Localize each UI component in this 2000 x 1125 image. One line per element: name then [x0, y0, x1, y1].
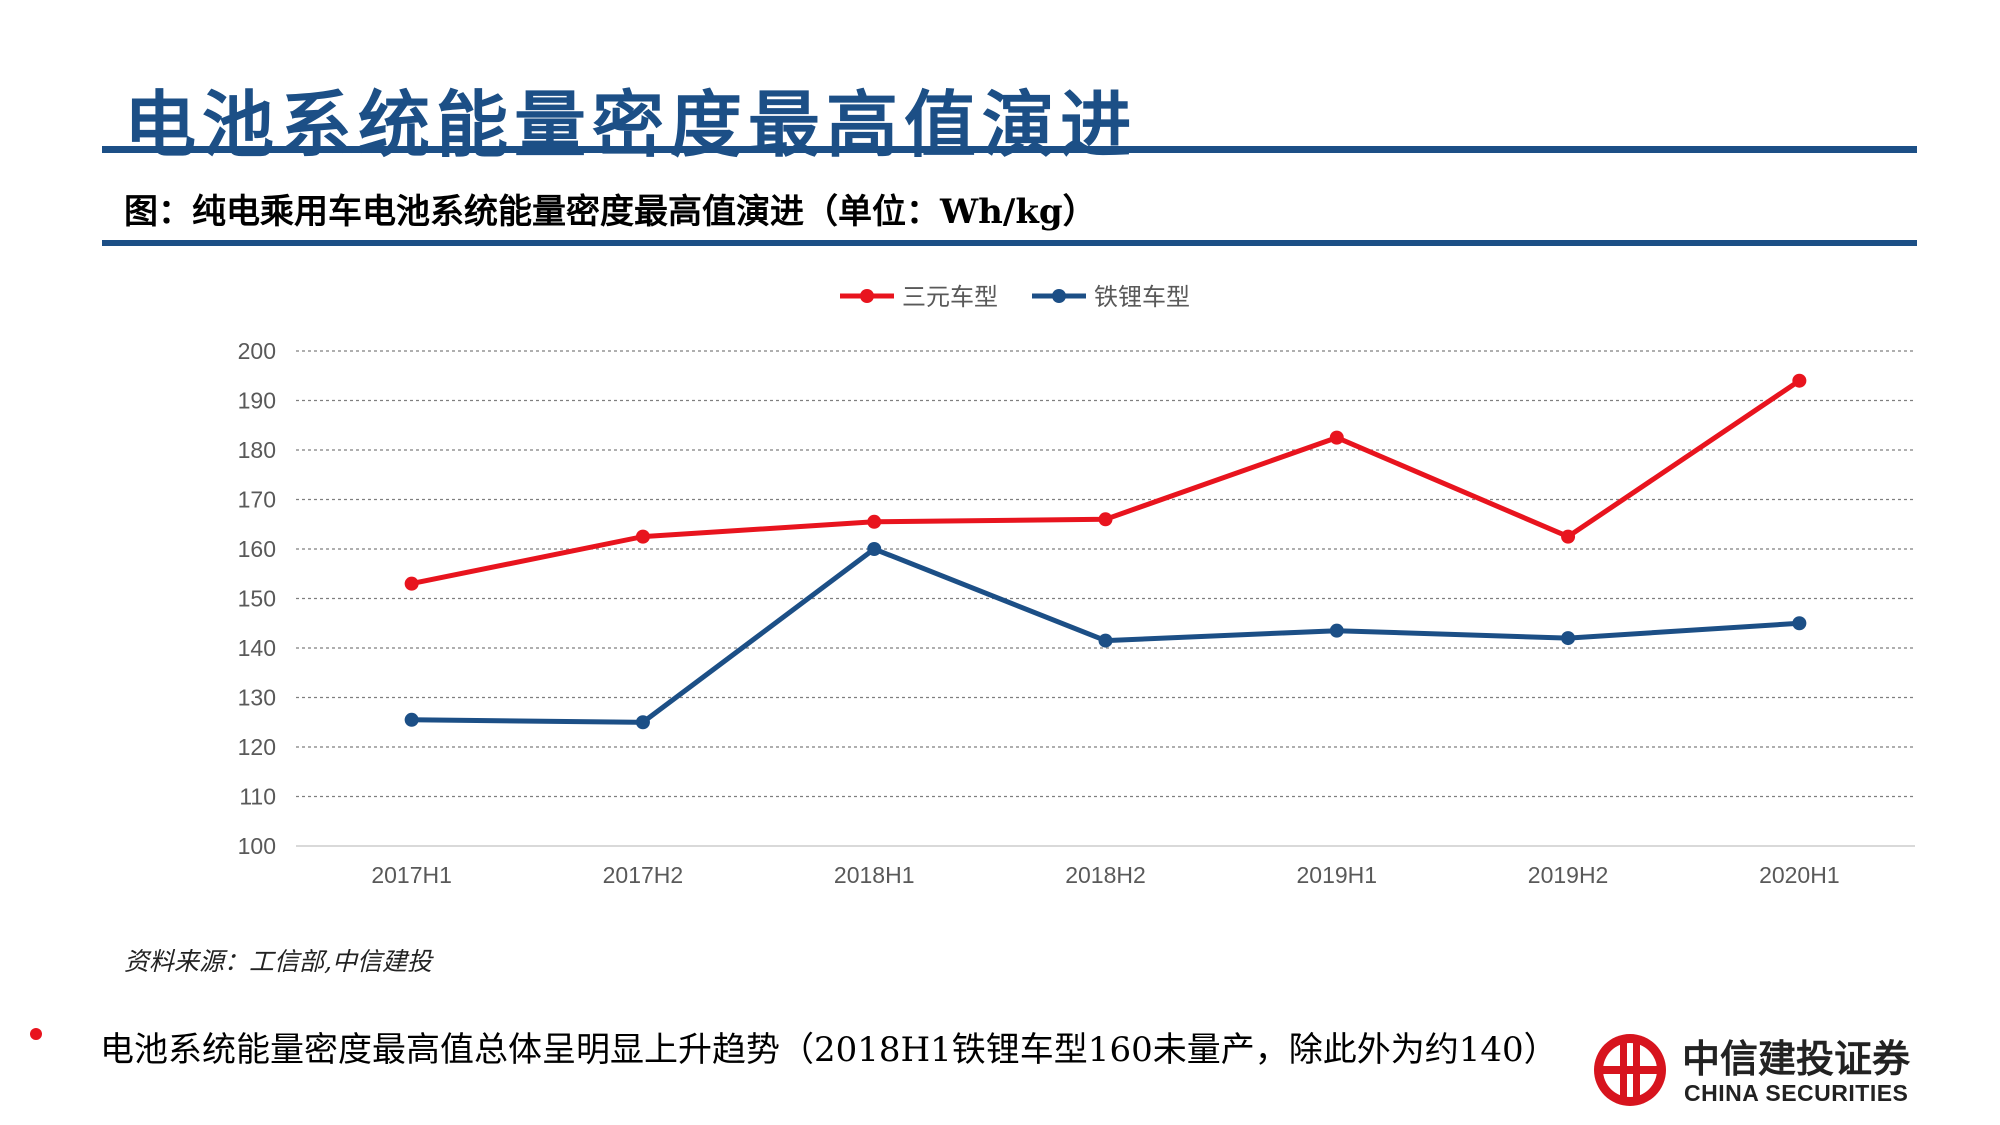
y-tick-label: 200: [238, 338, 276, 364]
y-tick-label: 190: [238, 388, 276, 414]
source-note: 资料来源：工信部,中信建投: [124, 947, 432, 976]
y-tick-label: 110: [239, 784, 276, 810]
data-point: [404, 576, 419, 591]
data-point: [635, 529, 650, 544]
y-tick-label: 130: [238, 685, 276, 711]
legend-marker: [1052, 289, 1066, 303]
y-tick-label: 140: [238, 635, 276, 661]
y-axis-ticks: 100 110 120 130 140 150 160 170 180 190 200: [238, 338, 276, 859]
chart-series: [404, 373, 1807, 730]
series-line-1: [409, 378, 1802, 587]
logo-name-cn: 中信建投证券: [1682, 1037, 1911, 1081]
data-point: [635, 715, 650, 730]
y-tick-label: 160: [238, 536, 276, 562]
china-securities-logo-icon: [1594, 1034, 1666, 1106]
x-tick-label: 2019H2: [1528, 862, 1609, 888]
logo-name-en: CHINA SECURITIES: [1684, 1080, 1909, 1106]
x-tick-label: 2017H1: [371, 862, 452, 888]
bullet-text: 电池系统能量密度最高值总体呈明显上升趋势（2018H1铁锂车型160未量产，除此…: [100, 1030, 1558, 1070]
legend-label: 三元车型: [902, 284, 998, 311]
caption-divider: [102, 240, 1917, 246]
x-axis-ticks: 2017H1 2017H2 2018H1 2018H2 2019H1 2019H2 2020…: [371, 862, 1839, 888]
x-tick-label: 2020H1: [1759, 862, 1840, 888]
chart-grid: [296, 350, 1915, 847]
chart-legend: 三元车型 铁锂车型: [840, 284, 1190, 311]
data-point: [1561, 631, 1576, 646]
data-point: [867, 514, 882, 529]
data-point: [867, 542, 882, 556]
data-point: [1098, 633, 1113, 648]
data-point: [1792, 616, 1807, 631]
y-tick-label: 150: [238, 586, 276, 612]
data-point: [1561, 529, 1576, 544]
x-tick-label: 2017H2: [603, 862, 684, 888]
data-point: [1792, 373, 1807, 388]
data-point: [404, 712, 419, 727]
legend-label: 铁锂车型: [1094, 284, 1190, 311]
bullet-icon: [30, 1028, 42, 1040]
data-point: [1098, 512, 1113, 527]
x-tick-label: 2018H2: [1065, 862, 1146, 888]
figure-caption: 图：纯电乘用车电池系统能量密度最高值演进（单位：Wh/kg）: [124, 192, 1097, 232]
company-logo: 中信建投证券 CHINA SECURITIES: [1590, 1024, 1930, 1114]
data-point: [1329, 623, 1344, 638]
data-point: [1329, 430, 1344, 445]
legend-marker: [860, 289, 874, 303]
title-divider: [102, 146, 1917, 153]
y-tick-label: 100: [238, 833, 276, 859]
y-tick-label: 170: [238, 487, 276, 513]
y-tick-label: 180: [238, 437, 276, 463]
y-tick-label: 120: [238, 734, 276, 760]
x-tick-label: 2019H1: [1296, 862, 1377, 888]
line-chart: 100 110 120 130 140 150 160 170 180 190 200 2017H1…: [238, 284, 1915, 888]
x-tick-label: 2018H1: [834, 862, 915, 888]
